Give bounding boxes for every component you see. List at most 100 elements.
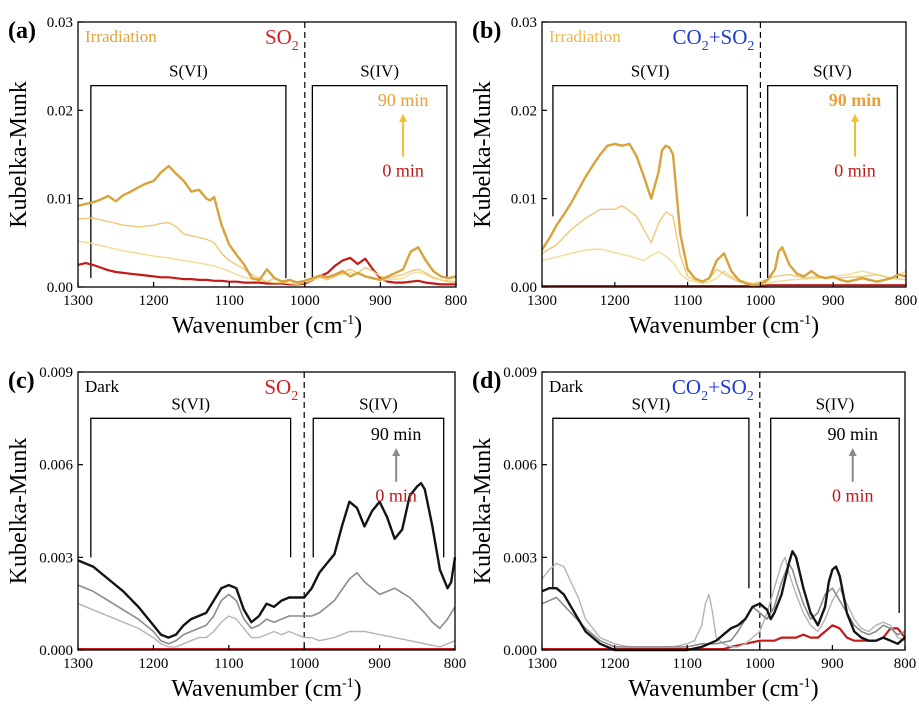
x-tick-label: 1100 bbox=[214, 656, 243, 672]
y-axis-label: Kubelka-Munk bbox=[470, 438, 496, 585]
gas-label: SO2 bbox=[264, 375, 298, 404]
x-axis-label-sup: -1 bbox=[800, 313, 812, 328]
x-tick-label: 900 bbox=[369, 293, 392, 309]
region-bracket-1 bbox=[312, 417, 445, 558]
time-arrow-head bbox=[851, 113, 860, 122]
x-tick-label: 900 bbox=[821, 656, 844, 672]
x-tick-label: 800 bbox=[895, 293, 918, 309]
series-line-1 bbox=[541, 556, 906, 648]
x-tick-label: 1300 bbox=[527, 656, 557, 672]
y-axis-label: Kubelka-Munk bbox=[6, 81, 32, 228]
y-axis-label: Kubelka-Munk bbox=[6, 438, 32, 585]
y-tick-label: 0.009 bbox=[39, 365, 73, 381]
region-label: S(VI) bbox=[169, 62, 208, 81]
y-tick-label: 0.01 bbox=[511, 192, 537, 208]
x-tick-label: 1300 bbox=[63, 293, 93, 309]
x-axis-label-end: ) bbox=[811, 313, 819, 339]
x-tick-label: 1100 bbox=[672, 656, 701, 672]
x-axis-label-text: Wavenumber (cm bbox=[628, 676, 799, 702]
x-tick-label: 800 bbox=[445, 293, 468, 309]
x-tick-label: 1200 bbox=[139, 293, 169, 309]
gas-label-part: 2 bbox=[702, 39, 709, 54]
y-tick-label: 0.02 bbox=[511, 103, 537, 119]
time-label-90min: 90 min bbox=[371, 424, 422, 444]
x-axis-label-text: Wavenumber (cm bbox=[172, 313, 343, 339]
panel-b: S(VI) S(IV) 0.00 0.01 0.02 0.03 1300 1200 1100 10… bbox=[470, 15, 917, 339]
gas-label-part: CO bbox=[672, 375, 701, 399]
y-tick-label: 0.00 bbox=[511, 280, 537, 296]
panel-c: S(VI) S(IV) 0.000 0.003 0.006 0.009 1300 1200 11… bbox=[6, 365, 466, 702]
x-tick-label: 900 bbox=[368, 656, 391, 672]
region-label: S(VI) bbox=[171, 394, 210, 413]
y-tick-label: 0.003 bbox=[39, 550, 73, 566]
region-bracket-1 bbox=[767, 84, 898, 279]
time-label-90min: 90 min bbox=[378, 90, 429, 110]
series-line-0 bbox=[542, 284, 906, 288]
region-label: S(IV) bbox=[816, 394, 855, 413]
gas-label-part: 2 bbox=[291, 389, 298, 404]
condition-label: Irradiation bbox=[549, 27, 621, 46]
gas-label-part: SO bbox=[264, 375, 291, 399]
region-label: S(VI) bbox=[631, 62, 670, 81]
x-axis-label: Wavenumber (cm-1) bbox=[628, 676, 818, 702]
panel-d: S(VI) S(IV) 0.000 0.003 0.006 0.009 1300 1200 11… bbox=[470, 365, 916, 702]
region-label: S(IV) bbox=[360, 62, 399, 81]
x-tick-label: 1200 bbox=[600, 293, 630, 309]
x-axis-label-sup: -1 bbox=[343, 313, 355, 328]
gas-label-part: 2 bbox=[747, 389, 754, 404]
series-line-0 bbox=[77, 256, 456, 286]
series-line-2 bbox=[77, 217, 457, 286]
x-axis-label: Wavenumber (cm-1) bbox=[171, 676, 361, 702]
plot-frame bbox=[541, 371, 906, 651]
x-axis-label-end: ) bbox=[354, 313, 362, 339]
plot-frame bbox=[77, 21, 457, 288]
y-tick-label: 0.00 bbox=[47, 280, 73, 296]
series-line-3 bbox=[540, 142, 907, 287]
time-label-0min: 0 min bbox=[375, 486, 417, 506]
x-tick-label: 800 bbox=[444, 656, 467, 672]
x-tick-label: 1100 bbox=[214, 293, 243, 309]
region-bracket-1 bbox=[311, 84, 448, 279]
x-tick-label: 900 bbox=[822, 293, 845, 309]
y-tick-label: 0.003 bbox=[503, 550, 537, 566]
region-bracket-0 bbox=[90, 417, 292, 558]
gas-label: CO2+SO2 bbox=[673, 25, 755, 54]
x-tick-label: 1200 bbox=[600, 656, 630, 672]
panel-a: S(VI) S(IV) 0.00 0.01 0.02 0.03 1300 1200 1100 10… bbox=[6, 15, 467, 339]
y-tick-label: 0.006 bbox=[39, 458, 73, 474]
x-axis-label-end: ) bbox=[811, 676, 819, 702]
x-tick-label: 1100 bbox=[673, 293, 702, 309]
time-label-90min: 90 min bbox=[827, 424, 878, 444]
x-axis-label-sup: -1 bbox=[342, 676, 354, 691]
y-tick-label: 0.000 bbox=[503, 643, 537, 659]
y-tick-label: 0.009 bbox=[503, 365, 537, 381]
panel-label: (d) bbox=[472, 368, 501, 394]
series-line-1 bbox=[77, 603, 456, 648]
time-arrow-head bbox=[399, 113, 408, 122]
series-line-1 bbox=[77, 240, 457, 285]
y-tick-label: 0.03 bbox=[47, 15, 73, 31]
series-line-2 bbox=[77, 572, 456, 645]
y-tick-label: 0.01 bbox=[47, 192, 73, 208]
y-axis-label: Kubelka-Munk bbox=[470, 81, 496, 228]
series-line-2 bbox=[541, 562, 906, 648]
time-label-0min: 0 min bbox=[834, 161, 876, 181]
x-axis-label-sup: -1 bbox=[799, 676, 811, 691]
series-line-3 bbox=[77, 482, 457, 639]
time-label-0min: 0 min bbox=[832, 486, 874, 506]
gas-label-part: +SO bbox=[708, 375, 747, 399]
time-label-0min: 0 min bbox=[382, 161, 424, 181]
panel-label: (c) bbox=[8, 368, 35, 394]
x-tick-label: 1200 bbox=[138, 656, 168, 672]
condition-label: Dark bbox=[549, 377, 583, 396]
gas-label: SO2 bbox=[265, 25, 299, 54]
panel-label: (b) bbox=[472, 18, 501, 44]
y-tick-label: 0.006 bbox=[503, 458, 537, 474]
gas-label-part: +SO bbox=[709, 25, 748, 49]
x-tick-label: 1300 bbox=[63, 656, 93, 672]
gas-label: CO2+SO2 bbox=[672, 375, 754, 404]
region-label: S(IV) bbox=[359, 394, 398, 413]
region-label: S(IV) bbox=[813, 62, 852, 81]
x-axis-label-end: ) bbox=[354, 676, 362, 702]
